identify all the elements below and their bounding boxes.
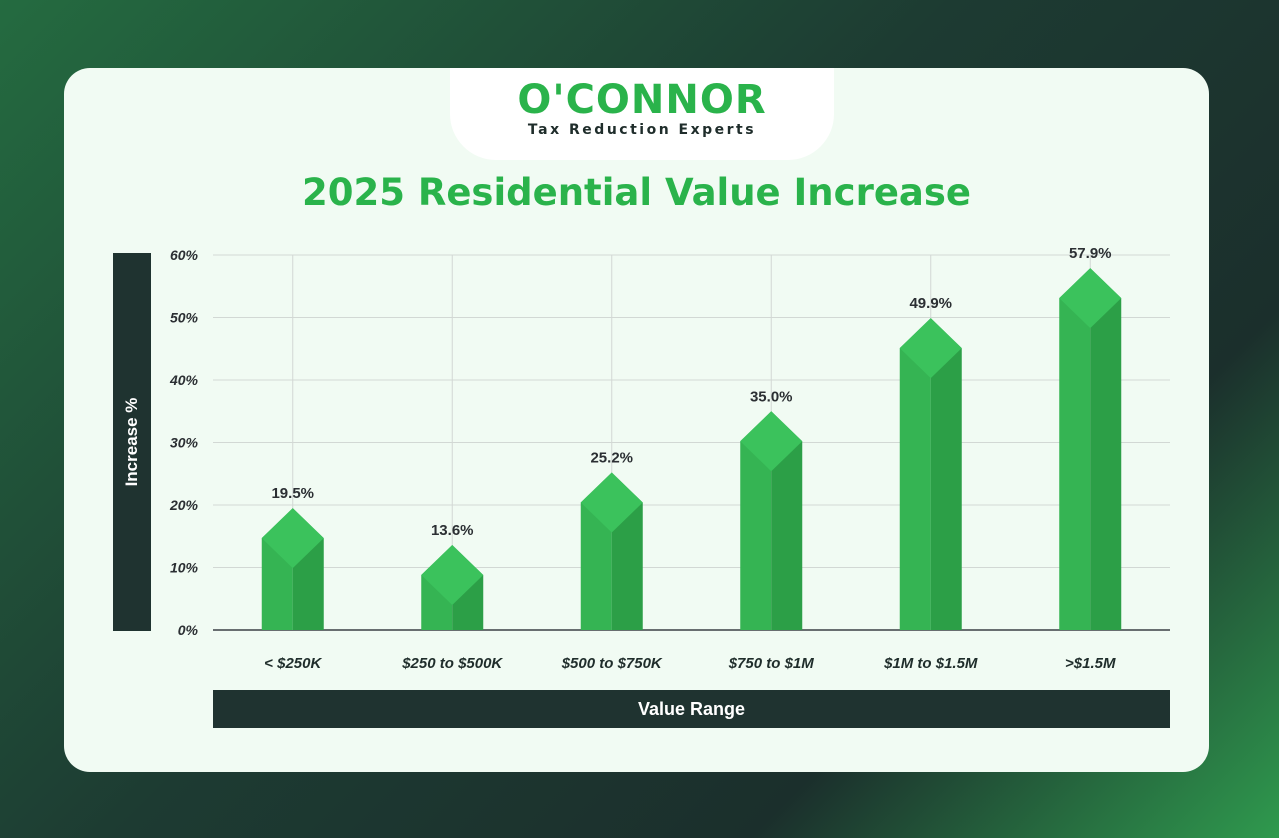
data-label: 25.2%	[590, 450, 633, 467]
data-label: 35.0%	[750, 388, 793, 405]
bar-top-facet	[899, 318, 962, 379]
bar-left-face	[1059, 268, 1091, 630]
x-axis-label: Value Range	[637, 699, 746, 719]
y-tick-label: 20%	[169, 497, 199, 513]
data-label: 49.9%	[909, 295, 952, 312]
x-axis-label-bar	[213, 690, 1170, 728]
bar-top-facet	[421, 545, 484, 605]
x-tick-label: < $250K	[264, 655, 322, 672]
bar-right-face	[930, 318, 962, 630]
data-label: 57.9%	[1069, 245, 1112, 262]
brand-tagline: Tax Reduction Experts	[527, 122, 757, 138]
x-tick-label: $500 to $750K	[561, 655, 663, 672]
brand-logo: O'CONNOR	[517, 77, 767, 123]
bar-top-facet	[740, 411, 803, 472]
data-label: 19.5%	[271, 485, 314, 502]
chart-title: 2025 Residential Value Increase	[301, 171, 972, 214]
y-tick-label: 40%	[169, 372, 199, 388]
data-label: 13.6%	[431, 522, 474, 539]
bar-top-facet	[261, 508, 324, 569]
bar-left-face	[899, 318, 931, 630]
x-tick-label: $750 to $1M	[728, 655, 815, 672]
y-tick-label: 60%	[170, 247, 199, 263]
logo-tab	[450, 68, 834, 160]
bar-right-face	[1090, 268, 1122, 630]
bar-left-face	[740, 411, 772, 630]
bar-right-face	[771, 411, 803, 630]
bar-top-facet	[1059, 268, 1122, 329]
y-tick-label: 30%	[170, 435, 199, 451]
y-tick-label: 0%	[178, 622, 199, 638]
y-tick-label: 50%	[170, 310, 199, 326]
x-tick-label: >$1.5M	[1065, 655, 1116, 672]
x-tick-label: $1M to $1.5M	[883, 655, 978, 672]
y-axis-label-bar	[113, 253, 151, 631]
x-tick-label: $250 to $500K	[401, 655, 503, 672]
chart-card	[64, 68, 1209, 772]
bar-top-facet	[580, 472, 643, 533]
y-tick-label: 10%	[170, 560, 199, 576]
